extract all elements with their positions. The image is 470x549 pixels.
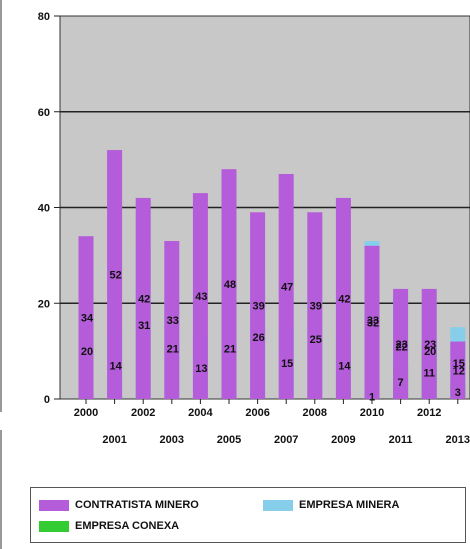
legend-item-conexa: EMPRESA CONEXA	[39, 520, 179, 532]
y-tick-label-0: 0	[44, 394, 50, 406]
bar-2-2007	[278, 173, 294, 399]
legend: CONTRATISTA MINERO EMPRESA MINERA EMPRES…	[30, 487, 466, 543]
bar-2-2012	[421, 288, 437, 399]
legend-label-contratista: CONTRATISTA MINERO	[75, 499, 199, 511]
legend-item-empresa: EMPRESA MINERA	[263, 499, 399, 511]
data-label-0-2005: 21	[224, 344, 236, 356]
bars	[78, 150, 466, 399]
data-label-2-2006: 39	[252, 301, 264, 313]
x-tick-label-2013: 2013	[446, 434, 470, 446]
data-label-1-2013: 3	[455, 387, 461, 399]
x-tick-label-2006: 2006	[245, 407, 269, 419]
data-label-0-2000: 20	[81, 346, 93, 358]
x-tick-label-2000: 2000	[74, 407, 98, 419]
data-label-2-2011: 23	[395, 339, 407, 351]
bar-2-2008	[307, 212, 323, 399]
data-label-2-2012: 23	[424, 339, 436, 351]
data-label-2-2004: 43	[195, 291, 207, 303]
x-tick-label-2001: 2001	[102, 434, 126, 446]
data-label-0-2010: 33	[367, 315, 379, 327]
data-label-2-2008: 39	[310, 301, 322, 313]
bar-2-2005	[221, 169, 237, 399]
y-tick-label-60: 60	[38, 107, 50, 119]
data-label-0-2011: 22	[395, 341, 407, 353]
x-tick-label-2008: 2008	[303, 407, 327, 419]
data-label-1-2011: 7	[398, 377, 404, 389]
data-label-2-2010: 32	[367, 317, 379, 329]
data-label-1-2012: 11	[423, 368, 435, 380]
x-tick-label-2003: 2003	[160, 434, 184, 446]
data-label-2-2013: 12	[453, 365, 465, 377]
data-label-0-2012: 20	[424, 346, 436, 358]
legend-swatch-contratista	[39, 499, 69, 511]
x-tick-label-2009: 2009	[331, 434, 355, 446]
data-label-0-2003: 21	[167, 344, 179, 356]
data-label-2-2001: 52	[109, 270, 121, 282]
bar-2-2000	[78, 236, 94, 399]
legend-label-empresa: EMPRESA MINERA	[299, 499, 400, 511]
y-tick-label-20: 20	[38, 298, 50, 310]
data-label-2-2009: 42	[338, 293, 350, 305]
data-label-2-2000: 34	[81, 313, 94, 325]
legend-label-conexa: EMPRESA CONEXA	[75, 520, 180, 532]
data-label-0-2008: 25	[310, 334, 322, 346]
legend-swatch-empresa	[263, 499, 293, 511]
data-label-0-2001: 14	[109, 360, 122, 372]
data-label-0-2004: 13	[195, 363, 207, 375]
y-tick-label-80: 80	[38, 11, 50, 23]
x-tick-label-2012: 2012	[417, 407, 441, 419]
y-tick-label-40: 40	[38, 203, 50, 215]
legend-swatch-conexa	[39, 520, 69, 532]
x-tick-label-2002: 2002	[131, 407, 155, 419]
x-tick-label-2005: 2005	[217, 434, 241, 446]
x-tick-label-2007: 2007	[274, 434, 298, 446]
x-tick-label-2011: 2011	[389, 434, 413, 446]
x-axis: 2000 2001 2002 2003 2004 2005 2006 2007 2008 2009…	[74, 399, 470, 446]
data-label-2-2002: 42	[138, 293, 150, 305]
x-tick-label-2004: 2004	[188, 407, 213, 419]
bar-2-2002	[135, 197, 151, 399]
data-label-0-2013: 15	[453, 358, 465, 370]
y-axis: 0 20 40 60 80	[38, 11, 60, 406]
data-label-0-2007: 15	[281, 358, 293, 370]
data-label-0-2002: 31	[138, 320, 150, 332]
data-label-2-2005: 48	[224, 279, 236, 291]
legend-item-contratista: CONTRATISTA MINERO	[39, 499, 199, 511]
data-label-1-2010: 1	[369, 392, 375, 404]
bar-2-2010	[364, 245, 380, 399]
bar-2-2004	[192, 193, 208, 399]
bar-2-2011	[393, 288, 409, 399]
bar-2-2013	[450, 341, 466, 399]
bar-2-2009	[335, 197, 351, 399]
data-labels: 2034145231422133134321482639154725391442…	[81, 270, 465, 404]
x-tick-label-2010: 2010	[360, 407, 384, 419]
data-label-2-2003: 33	[167, 315, 179, 327]
bar-2-2006	[250, 212, 266, 399]
data-label-0-2009: 14	[338, 360, 351, 372]
bar-2-2003	[164, 241, 180, 399]
data-label-0-2006: 26	[252, 332, 264, 344]
bar-2-2001	[107, 150, 123, 399]
data-label-2-2007: 47	[281, 281, 293, 293]
